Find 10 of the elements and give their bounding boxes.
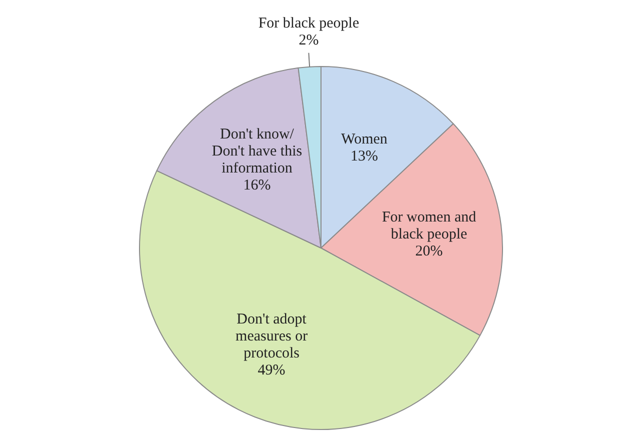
data-label: 16% (243, 177, 271, 194)
slice-label: For black people (258, 15, 360, 32)
slice-label: For women and black people (382, 209, 477, 242)
data-label: 20% (415, 243, 443, 260)
slice-label: Women (341, 131, 388, 148)
data-label: 13% (350, 148, 378, 164)
slice-label: Don't know/ Don't have this information (212, 126, 302, 176)
data-label: 49% (258, 362, 286, 378)
slice-label: Don't adopt measures or protocols (236, 311, 308, 362)
data-label: 2% (298, 32, 319, 48)
